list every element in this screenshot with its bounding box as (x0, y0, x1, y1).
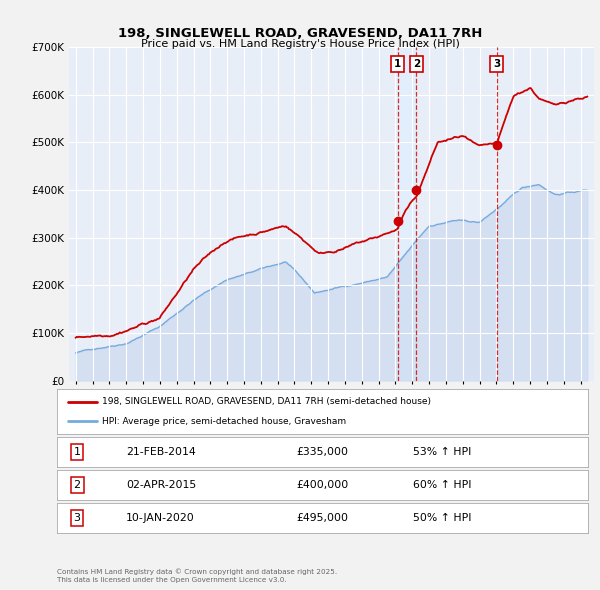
Text: 2: 2 (413, 59, 420, 69)
Bar (398, 47, 416, 381)
Text: 50% ↑ HPI: 50% ↑ HPI (413, 513, 471, 523)
Text: 10-JAN-2020: 10-JAN-2020 (126, 513, 195, 523)
Text: 198, SINGLEWELL ROAD, GRAVESEND, DA11 7RH: 198, SINGLEWELL ROAD, GRAVESEND, DA11 7R… (118, 27, 482, 40)
Text: 60% ↑ HPI: 60% ↑ HPI (413, 480, 471, 490)
Text: Price paid vs. HM Land Registry's House Price Index (HPI): Price paid vs. HM Land Registry's House … (140, 39, 460, 49)
Text: 3: 3 (493, 59, 500, 69)
Text: 1: 1 (394, 59, 401, 69)
Text: 3: 3 (74, 513, 80, 523)
Text: Contains HM Land Registry data © Crown copyright and database right 2025.
This d: Contains HM Land Registry data © Crown c… (57, 568, 337, 583)
Text: 2: 2 (74, 480, 81, 490)
Text: £335,000: £335,000 (296, 447, 348, 457)
Text: HPI: Average price, semi-detached house, Gravesham: HPI: Average price, semi-detached house,… (102, 417, 346, 426)
Text: £400,000: £400,000 (296, 480, 348, 490)
Text: 1: 1 (74, 447, 80, 457)
Text: £495,000: £495,000 (296, 513, 348, 523)
Text: 53% ↑ HPI: 53% ↑ HPI (413, 447, 471, 457)
Text: 198, SINGLEWELL ROAD, GRAVESEND, DA11 7RH (semi-detached house): 198, SINGLEWELL ROAD, GRAVESEND, DA11 7R… (102, 397, 431, 407)
Text: 21-FEB-2014: 21-FEB-2014 (126, 447, 196, 457)
Text: 02-APR-2015: 02-APR-2015 (126, 480, 196, 490)
